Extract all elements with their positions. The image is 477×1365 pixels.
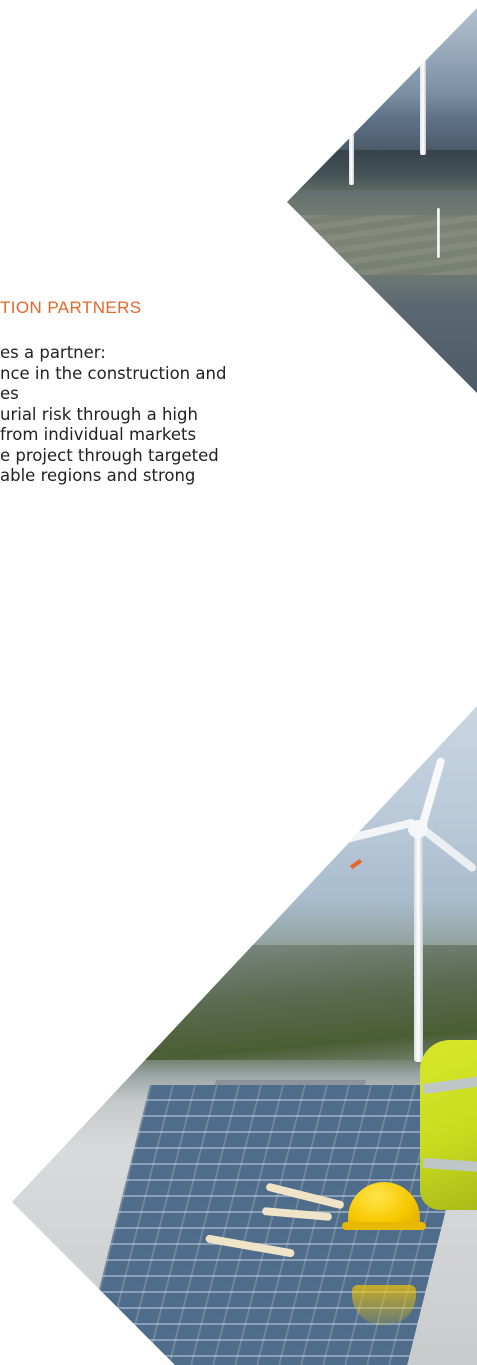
- body-line: urial risk through a high: [0, 404, 198, 424]
- body-line: es: [0, 384, 19, 403]
- section-heading: TION PARTNERS: [0, 298, 142, 317]
- forest-strip: [287, 150, 477, 190]
- distant-hills: [120, 945, 477, 1060]
- turbine-blade: [421, 826, 477, 874]
- body-line: nce in the construction and: [0, 363, 227, 383]
- orange-accent-mark: [349, 858, 363, 870]
- body-line: able regions and strong: [0, 466, 196, 485]
- turbine-blade: [334, 108, 347, 134]
- worker-safety-vest: [420, 1040, 477, 1210]
- field-strip: [287, 215, 477, 275]
- wind-turbine-tower: [349, 128, 354, 185]
- section-body: es a partner: nce in the construction an…: [0, 343, 226, 487]
- body-line: e project through targeted: [0, 445, 219, 465]
- wind-turbine-tower: [414, 830, 423, 1062]
- body-line: from individual markets: [0, 425, 197, 444]
- turbine-blade: [410, 16, 424, 57]
- wind-turbine-tower: [420, 55, 426, 155]
- turbine-hub: [408, 820, 428, 838]
- wind-turbine-tower: [437, 208, 440, 258]
- body-line: es a partner:: [0, 343, 106, 362]
- hard-hat-brim: [342, 1222, 426, 1230]
- wind-farm-photo: [287, 8, 477, 393]
- turbine-blade: [336, 818, 416, 846]
- turbine-blade: [418, 756, 446, 829]
